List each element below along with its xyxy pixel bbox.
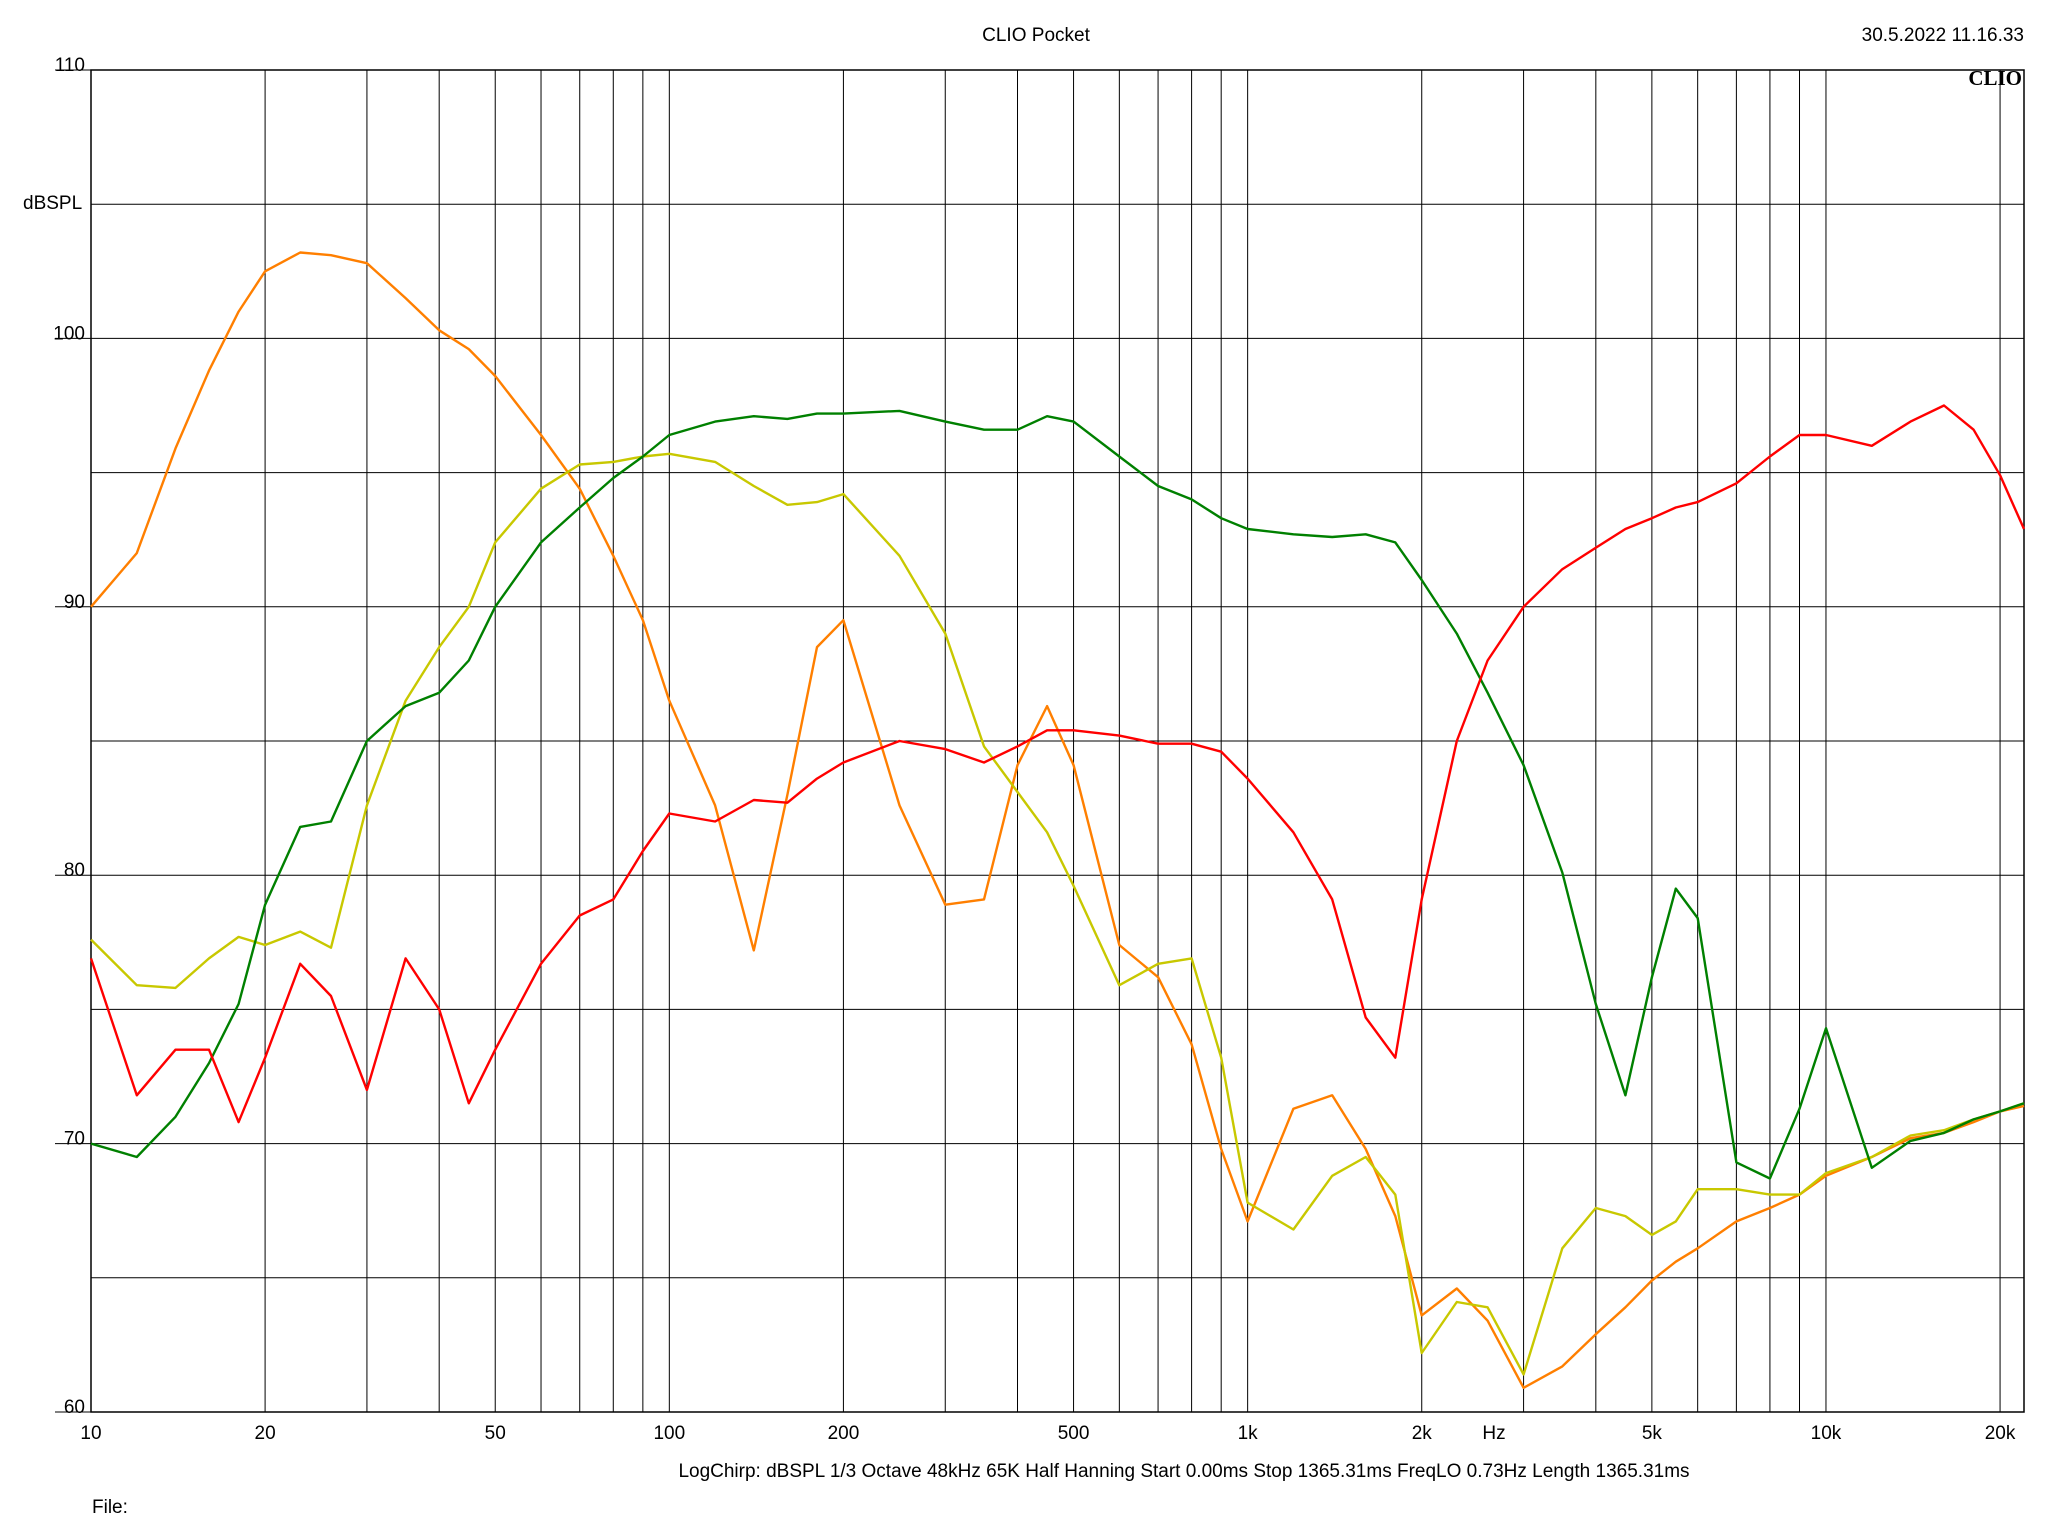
response-curve [90, 409, 2025, 1180]
response-curve [90, 251, 2025, 1390]
response-curve [90, 452, 2025, 1376]
y-tick-label: 80 [64, 860, 85, 881]
y-tick-label: 70 [64, 1129, 85, 1150]
x-tick-label: 20 [255, 1423, 276, 1444]
footer-settings: LogChirp: dBSPL 1/3 Octave 48kHz 65K Hal… [678, 1461, 1689, 1482]
response-curve [89, 404, 2026, 1124]
y-tick-label: 60 [64, 1397, 85, 1418]
x-tick-label: 10 [80, 1423, 101, 1444]
chart-title: CLIO Pocket [982, 25, 1090, 46]
x-unit-label: Hz [1482, 1423, 1505, 1444]
y-tick-label: 110 [55, 55, 85, 76]
plot-frame [90, 69, 2025, 1413]
x-tick-label: 500 [1058, 1423, 1090, 1444]
timestamp: 30.5.2022 11.16.33 [1862, 25, 2024, 46]
y-tick-label: 100 [53, 323, 85, 344]
file-label: File: [92, 1497, 128, 1518]
x-tick-label: 2k [1412, 1423, 1433, 1444]
y-tick-label: 90 [64, 592, 85, 613]
x-tick-label: 50 [485, 1423, 506, 1444]
x-tick-label: 1k [1238, 1423, 1259, 1444]
x-tick-label: 20k [1985, 1423, 2016, 1444]
logo: CLIO [1968, 66, 2022, 90]
x-tick-label: 10k [1811, 1423, 1842, 1444]
y-axis-label: dBSPL [23, 193, 82, 214]
x-tick-label: 5k [1642, 1423, 1663, 1444]
x-tick-label: 100 [653, 1423, 685, 1444]
x-tick-label: 200 [828, 1423, 860, 1444]
